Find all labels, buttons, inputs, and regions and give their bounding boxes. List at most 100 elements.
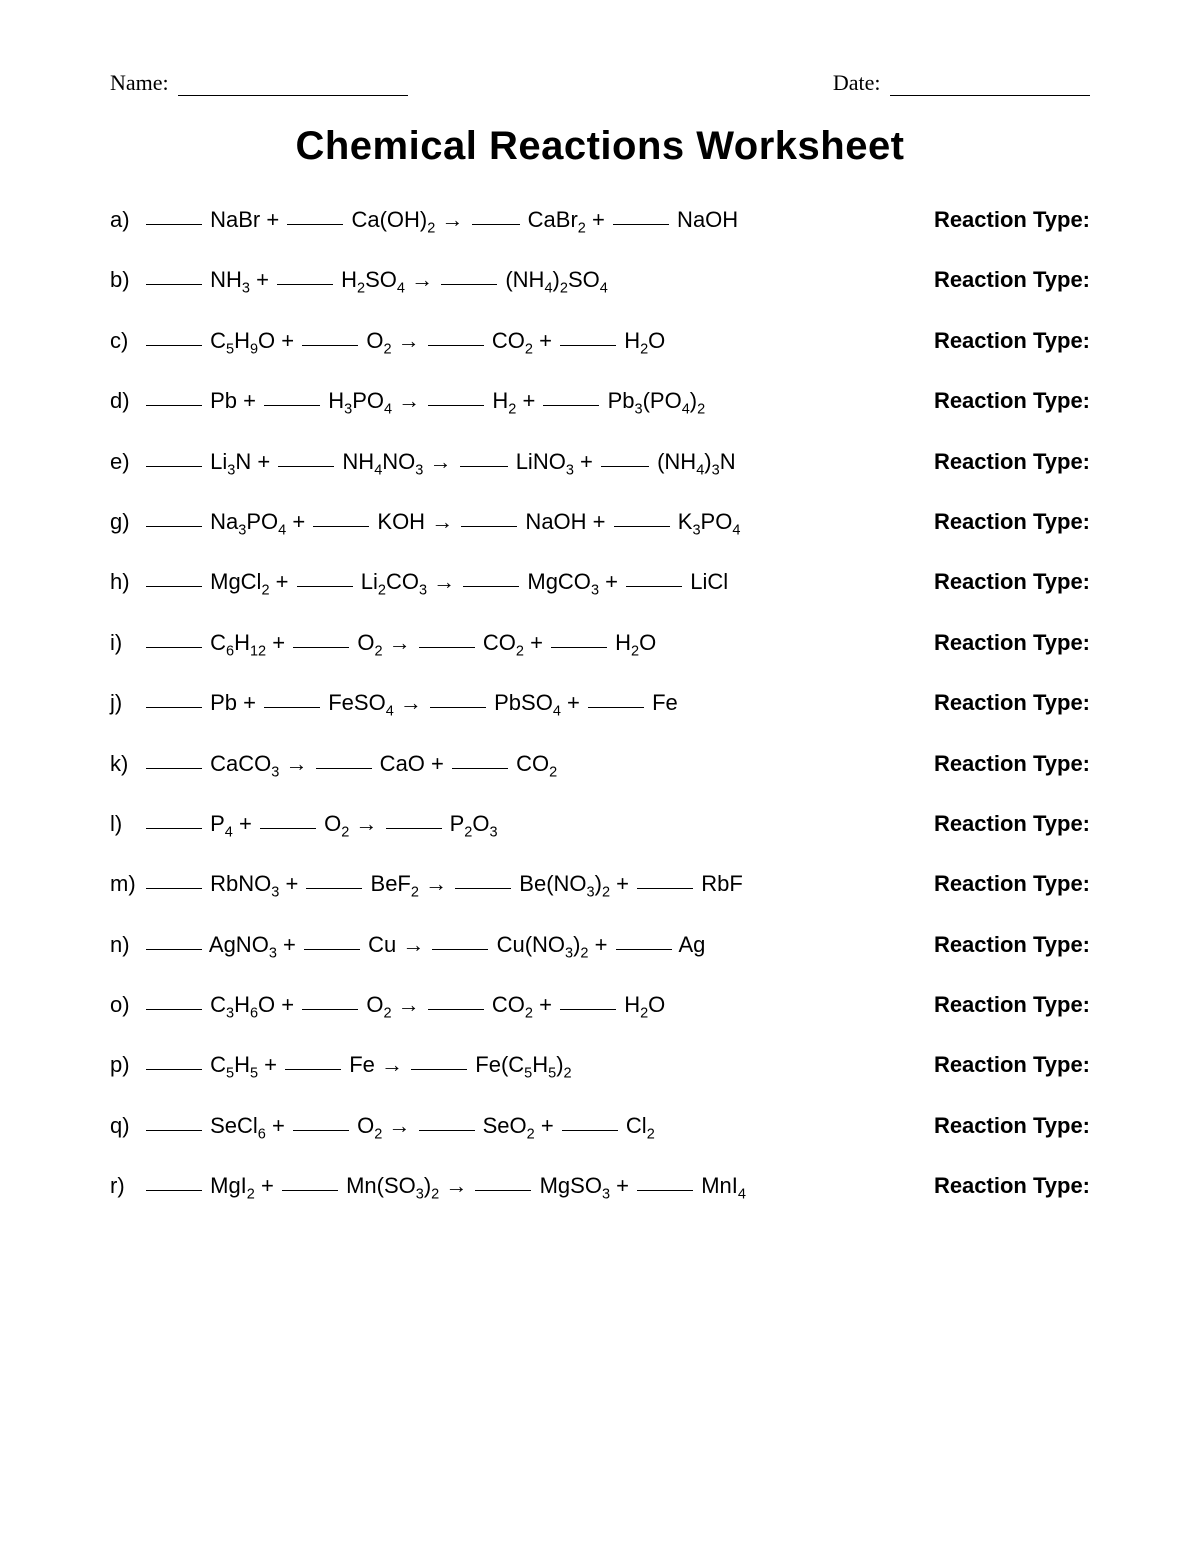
- chemical-formula: NaOH: [519, 509, 586, 534]
- coefficient-blank[interactable]: [304, 949, 360, 950]
- coefficient-blank[interactable]: [428, 345, 484, 346]
- date-blank[interactable]: [890, 95, 1090, 96]
- coefficient-blank[interactable]: [260, 828, 316, 829]
- coefficient-blank[interactable]: [419, 1130, 475, 1131]
- arrow: →: [439, 1173, 473, 1198]
- coefficient-blank[interactable]: [146, 405, 202, 406]
- chemical-formula: Cu: [362, 932, 396, 957]
- coefficient-blank[interactable]: [411, 1069, 467, 1070]
- coefficient-blank[interactable]: [146, 949, 202, 950]
- coefficient-blank[interactable]: [419, 647, 475, 648]
- chemical-formula: PbSO4: [488, 690, 561, 715]
- coefficient-blank[interactable]: [146, 1130, 202, 1131]
- coefficient-blank[interactable]: [146, 1069, 202, 1070]
- coefficient-blank[interactable]: [146, 828, 202, 829]
- coefficient-blank[interactable]: [428, 1009, 484, 1010]
- problem-id: m): [110, 871, 144, 897]
- coefficient-blank[interactable]: [588, 707, 644, 708]
- coefficient-blank[interactable]: [293, 647, 349, 648]
- coefficient-blank[interactable]: [146, 1190, 202, 1191]
- coefficient-blank[interactable]: [441, 284, 497, 285]
- coefficient-blank[interactable]: [146, 466, 202, 467]
- coefficient-blank[interactable]: [472, 224, 520, 225]
- chemical-formula: MgI2: [204, 1173, 255, 1198]
- problem-row: a) NaBr + Ca(OH)2 → CaBr2 + NaOHReaction…: [110, 207, 1090, 233]
- chemical-formula: CO2: [486, 328, 533, 353]
- reaction-type-label: Reaction Type:: [934, 449, 1090, 475]
- coefficient-blank[interactable]: [551, 647, 607, 648]
- coefficient-blank[interactable]: [264, 405, 320, 406]
- equation: SeCl6 + O2 → SeO2 + Cl2: [144, 1113, 924, 1139]
- coefficient-blank[interactable]: [637, 1190, 693, 1191]
- coefficient-blank[interactable]: [306, 888, 362, 889]
- coefficient-blank[interactable]: [560, 345, 616, 346]
- operator: +: [237, 388, 262, 413]
- coefficient-blank[interactable]: [264, 707, 320, 708]
- reaction-type-label: Reaction Type:: [934, 932, 1090, 958]
- coefficient-blank[interactable]: [613, 224, 669, 225]
- operator: +: [279, 871, 304, 896]
- coefficient-blank[interactable]: [616, 949, 672, 950]
- coefficient-blank[interactable]: [463, 586, 519, 587]
- coefficient-blank[interactable]: [146, 768, 202, 769]
- coefficient-blank[interactable]: [430, 707, 486, 708]
- coefficient-blank[interactable]: [386, 828, 442, 829]
- coefficient-blank[interactable]: [302, 345, 358, 346]
- operator: +: [255, 1173, 280, 1198]
- chemical-formula: LiCl: [684, 569, 728, 594]
- equation: AgNO3 + Cu → Cu(NO3)2 + Ag: [144, 932, 924, 958]
- problem-id: a): [110, 207, 144, 233]
- operator: +: [610, 871, 635, 896]
- coefficient-blank[interactable]: [146, 526, 202, 527]
- coefficient-blank[interactable]: [277, 284, 333, 285]
- coefficient-blank[interactable]: [428, 405, 484, 406]
- coefficient-blank[interactable]: [626, 586, 682, 587]
- coefficient-blank[interactable]: [293, 1130, 349, 1131]
- coefficient-blank[interactable]: [637, 888, 693, 889]
- coefficient-blank[interactable]: [543, 405, 599, 406]
- coefficient-blank[interactable]: [460, 466, 508, 467]
- name-label: Name:: [110, 70, 169, 95]
- chemical-formula: Pb: [204, 690, 237, 715]
- coefficient-blank[interactable]: [146, 707, 202, 708]
- coefficient-blank[interactable]: [287, 224, 343, 225]
- equation: Pb + FeSO4 → PbSO4 + Fe: [144, 690, 924, 716]
- coefficient-blank[interactable]: [146, 284, 202, 285]
- coefficient-blank[interactable]: [282, 1190, 338, 1191]
- arrow: →: [425, 509, 459, 534]
- coefficient-blank[interactable]: [560, 1009, 616, 1010]
- arrow: →: [405, 267, 439, 292]
- coefficient-blank[interactable]: [278, 466, 334, 467]
- coefficient-blank[interactable]: [146, 586, 202, 587]
- coefficient-blank[interactable]: [432, 949, 488, 950]
- problem-row: n) AgNO3 + Cu → Cu(NO3)2 + AgReaction Ty…: [110, 932, 1090, 958]
- coefficient-blank[interactable]: [146, 224, 202, 225]
- operator: +: [250, 267, 275, 292]
- coefficient-blank[interactable]: [455, 888, 511, 889]
- coefficient-blank[interactable]: [562, 1130, 618, 1131]
- operator: +: [599, 569, 624, 594]
- coefficient-blank[interactable]: [461, 526, 517, 527]
- operator: +: [425, 751, 450, 776]
- reaction-type-label: Reaction Type:: [934, 751, 1090, 777]
- name-blank[interactable]: [178, 95, 408, 96]
- coefficient-blank[interactable]: [146, 345, 202, 346]
- problem-row: b) NH3 + H2SO4 → (NH4)2SO4Reaction Type:: [110, 267, 1090, 293]
- coefficient-blank[interactable]: [475, 1190, 531, 1191]
- coefficient-blank[interactable]: [601, 466, 649, 467]
- coefficient-blank[interactable]: [285, 1069, 341, 1070]
- coefficient-blank[interactable]: [146, 888, 202, 889]
- coefficient-blank[interactable]: [146, 647, 202, 648]
- coefficient-blank[interactable]: [146, 1009, 202, 1010]
- equation: C5H9O + O2 → CO2 + H2O: [144, 328, 924, 354]
- chemical-formula: Na3PO4: [204, 509, 286, 534]
- coefficient-blank[interactable]: [302, 1009, 358, 1010]
- coefficient-blank[interactable]: [452, 768, 508, 769]
- problem-row: r) MgI2 + Mn(SO3)2 → MgSO3 + MnI4Reactio…: [110, 1173, 1090, 1199]
- coefficient-blank[interactable]: [297, 586, 353, 587]
- reaction-type-label: Reaction Type:: [934, 630, 1090, 656]
- coefficient-blank[interactable]: [316, 768, 372, 769]
- coefficient-blank[interactable]: [313, 526, 369, 527]
- arrow: →: [435, 207, 469, 232]
- coefficient-blank[interactable]: [614, 526, 670, 527]
